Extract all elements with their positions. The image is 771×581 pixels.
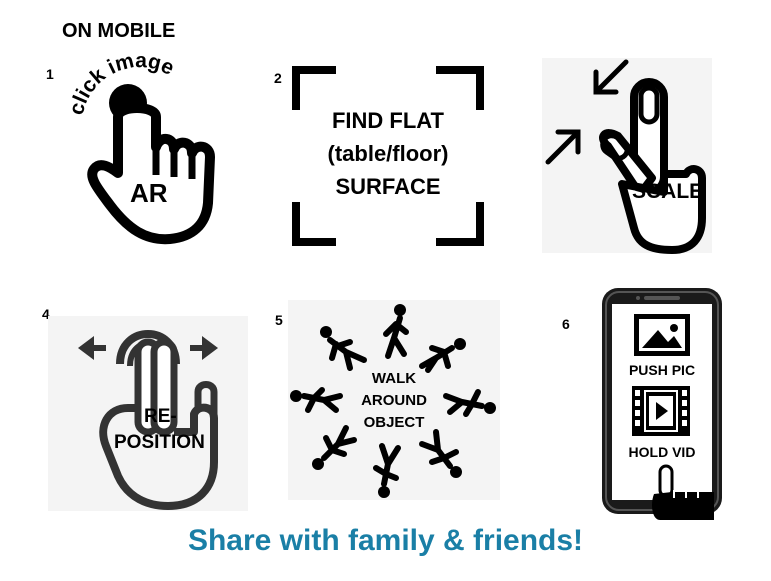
step-4-label-line-2: POSITION [114,432,205,453]
pinch-hand-icon [545,59,706,254]
corner-frame-icon [292,66,484,246]
step-3-panel: SCALE [542,58,712,254]
push-pic-label: PUSH PIC [628,362,696,378]
step-5-panel: WALK AROUND OBJECT [288,300,500,500]
page-title: ON MOBILE [62,20,176,42]
video-icon [632,386,690,436]
tap-hand-icon: click image [65,49,215,245]
hold-vid-label: HOLD VID [628,444,696,460]
step-3-label: SCALE [632,180,704,203]
step-4-label-line-1: RE- [144,406,177,427]
step-1-panel: click image AR [65,49,240,250]
step-4-panel: RE- POSITION [48,316,248,511]
pointing-hand-icon [652,464,714,520]
step-5-label-line-2: AROUND [361,392,427,409]
walking-people-ring-icon [290,304,496,498]
step-2-label-line-2: (table/floor) [327,141,449,166]
step-6-panel: PUSH PIC HOLD VID [600,286,724,522]
step-6-number: 6 [562,316,570,332]
step-2-label-line-1: FIND FLAT [331,108,444,133]
step-1-number: 1 [46,66,54,82]
footer-tagline: Share with family & friends! [187,524,584,557]
step-2-number: 2 [274,70,282,86]
step-5-label-line-1: WALK [371,370,417,387]
image-icon [634,314,690,356]
step-2-label-line-3: SURFACE [335,174,441,199]
two-finger-drag-icon [78,330,218,510]
step-4-number: 4 [42,306,50,322]
step-2-panel: FIND FLAT (table/floor) SURFACE [288,62,488,250]
step-5-label-line-3: OBJECT [363,414,425,431]
step-1-label: AR [130,178,168,208]
step-5-number: 5 [275,312,283,328]
